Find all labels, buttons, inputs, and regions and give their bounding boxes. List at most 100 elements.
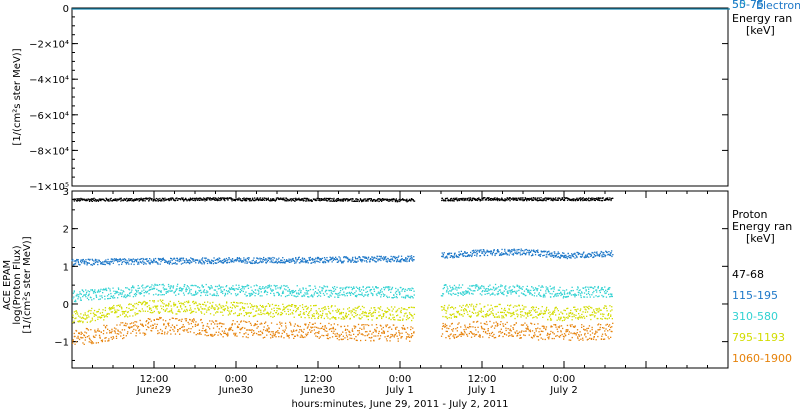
data-point — [265, 262, 267, 264]
data-point — [128, 260, 130, 262]
data-point — [153, 300, 155, 302]
data-point — [319, 259, 321, 261]
data-point — [119, 260, 121, 262]
data-point — [577, 251, 579, 254]
data-point — [163, 198, 165, 201]
data-point — [374, 311, 376, 314]
data-point — [88, 316, 90, 318]
data-point — [153, 287, 156, 289]
data-point — [441, 252, 443, 254]
data-point — [153, 259, 155, 262]
data-point — [254, 289, 257, 291]
data-point — [210, 285, 212, 287]
data-point — [517, 252, 519, 255]
data-point — [523, 252, 526, 255]
data-point — [209, 302, 211, 304]
data-point — [447, 199, 449, 201]
data-point — [574, 306, 576, 308]
data-point — [604, 199, 606, 201]
data-point — [100, 288, 102, 290]
data-point — [281, 197, 283, 199]
data-point — [243, 315, 245, 317]
data-point — [564, 290, 566, 292]
data-point — [320, 259, 322, 261]
data-point — [209, 197, 211, 199]
data-point — [231, 200, 233, 202]
data-point — [256, 197, 259, 199]
data-point — [357, 257, 359, 260]
data-point — [79, 299, 82, 301]
data-point — [119, 258, 121, 260]
data-point — [560, 311, 562, 313]
data-point — [241, 306, 244, 308]
data-point — [346, 292, 349, 294]
data-point — [179, 286, 181, 289]
data-point — [91, 198, 94, 200]
data-point — [165, 288, 168, 290]
data-point — [216, 285, 218, 288]
data-point — [535, 250, 538, 252]
data-point — [283, 197, 285, 199]
data-point — [360, 294, 362, 296]
data-point — [158, 332, 160, 334]
data-point — [148, 293, 150, 295]
data-point — [559, 256, 562, 258]
data-point — [148, 307, 151, 309]
data-point — [576, 199, 579, 202]
data-point — [465, 255, 467, 258]
data-point — [395, 290, 397, 293]
data-point — [599, 197, 601, 199]
data-point — [231, 259, 233, 261]
data-point — [334, 288, 337, 290]
data-point — [585, 198, 587, 200]
data-point — [209, 262, 211, 264]
data-point — [231, 260, 233, 263]
x-tick-label-date: June30 — [218, 385, 254, 396]
data-point — [575, 254, 577, 257]
data-point — [208, 286, 210, 289]
data-point — [192, 310, 194, 313]
data-point — [477, 287, 480, 289]
data-point — [152, 294, 155, 296]
data-point — [144, 310, 146, 312]
data-point — [145, 198, 148, 200]
bottom-y-tick-label: 0 — [63, 300, 69, 311]
data-point — [260, 313, 263, 316]
data-point — [80, 293, 82, 295]
data-point — [305, 287, 307, 290]
data-point — [224, 308, 226, 310]
data-point — [359, 294, 361, 296]
data-point — [142, 325, 144, 327]
data-point — [612, 197, 614, 199]
data-point — [474, 254, 476, 256]
data-point — [465, 290, 467, 292]
top-y-tick-label: 0 — [63, 4, 69, 15]
data-point — [193, 332, 195, 334]
data-point — [337, 310, 339, 312]
data-point — [550, 317, 552, 320]
data-point — [528, 252, 530, 254]
data-point — [494, 199, 496, 201]
data-point — [550, 199, 552, 201]
data-point — [88, 341, 90, 343]
data-point — [547, 312, 550, 314]
bottom-x-axis: 12:00June290:00June3012:00June300:00July… — [71, 191, 729, 396]
data-point — [194, 308, 196, 310]
data-point — [319, 198, 321, 200]
data-point — [412, 200, 415, 202]
data-point — [283, 306, 285, 308]
data-point — [318, 258, 320, 260]
data-point — [78, 294, 80, 296]
data-point — [473, 249, 475, 251]
data-point — [151, 260, 154, 263]
data-point — [333, 286, 336, 288]
data-point — [266, 311, 269, 313]
data-point — [305, 310, 307, 313]
data-point — [519, 252, 521, 254]
data-point — [165, 261, 167, 263]
data-point — [555, 197, 557, 199]
data-point — [169, 199, 171, 201]
data-point — [480, 311, 482, 314]
data-point — [314, 287, 317, 289]
data-point — [288, 304, 290, 306]
